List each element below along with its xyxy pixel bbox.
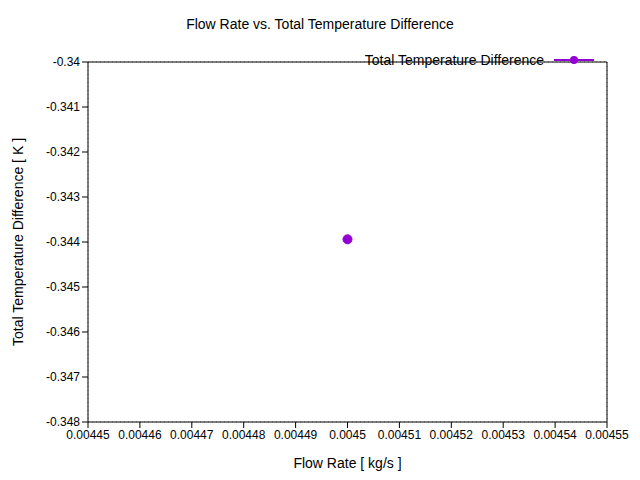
svg-text:0.00446: 0.00446: [118, 428, 162, 442]
svg-text:-0.342: -0.342: [46, 145, 80, 159]
svg-text:0.00454: 0.00454: [533, 428, 577, 442]
svg-text:0.00455: 0.00455: [585, 428, 629, 442]
html-text:Flow Rate vs. Total Temperatur: Flow Rate vs. Total Temperature Differen…: [186, 16, 454, 32]
html-text:Total Temperature Difference: Total Temperature Difference: [364, 52, 544, 68]
svg-text:0.00452: 0.00452: [430, 428, 474, 442]
svg-text:Total Temperature Difference [: Total Temperature Difference [ K ]: [10, 138, 26, 346]
svg-text:0.0045: 0.0045: [329, 428, 366, 442]
svg-text:0.00453: 0.00453: [482, 428, 526, 442]
svg-text:0.00448: 0.00448: [222, 428, 266, 442]
svg-text:-0.341: -0.341: [46, 100, 80, 114]
svg-text:Flow Rate [ kg/s ]: Flow Rate [ kg/s ]: [293, 455, 401, 471]
svg-text:0.00447: 0.00447: [170, 428, 214, 442]
svg-text:-0.346: -0.346: [46, 325, 80, 339]
svg-text:-0.348: -0.348: [46, 415, 80, 429]
svg-text:-0.343: -0.343: [46, 190, 80, 204]
svg-text:0.00451: 0.00451: [378, 428, 422, 442]
svg-text:0.00449: 0.00449: [274, 428, 318, 442]
svg-text:-0.34: -0.34: [53, 55, 81, 69]
svg-text:-0.344: -0.344: [46, 235, 80, 249]
svg-text:-0.347: -0.347: [46, 370, 80, 384]
svg-text:-0.345: -0.345: [46, 280, 80, 294]
svg-text:0.00445: 0.00445: [66, 428, 110, 442]
